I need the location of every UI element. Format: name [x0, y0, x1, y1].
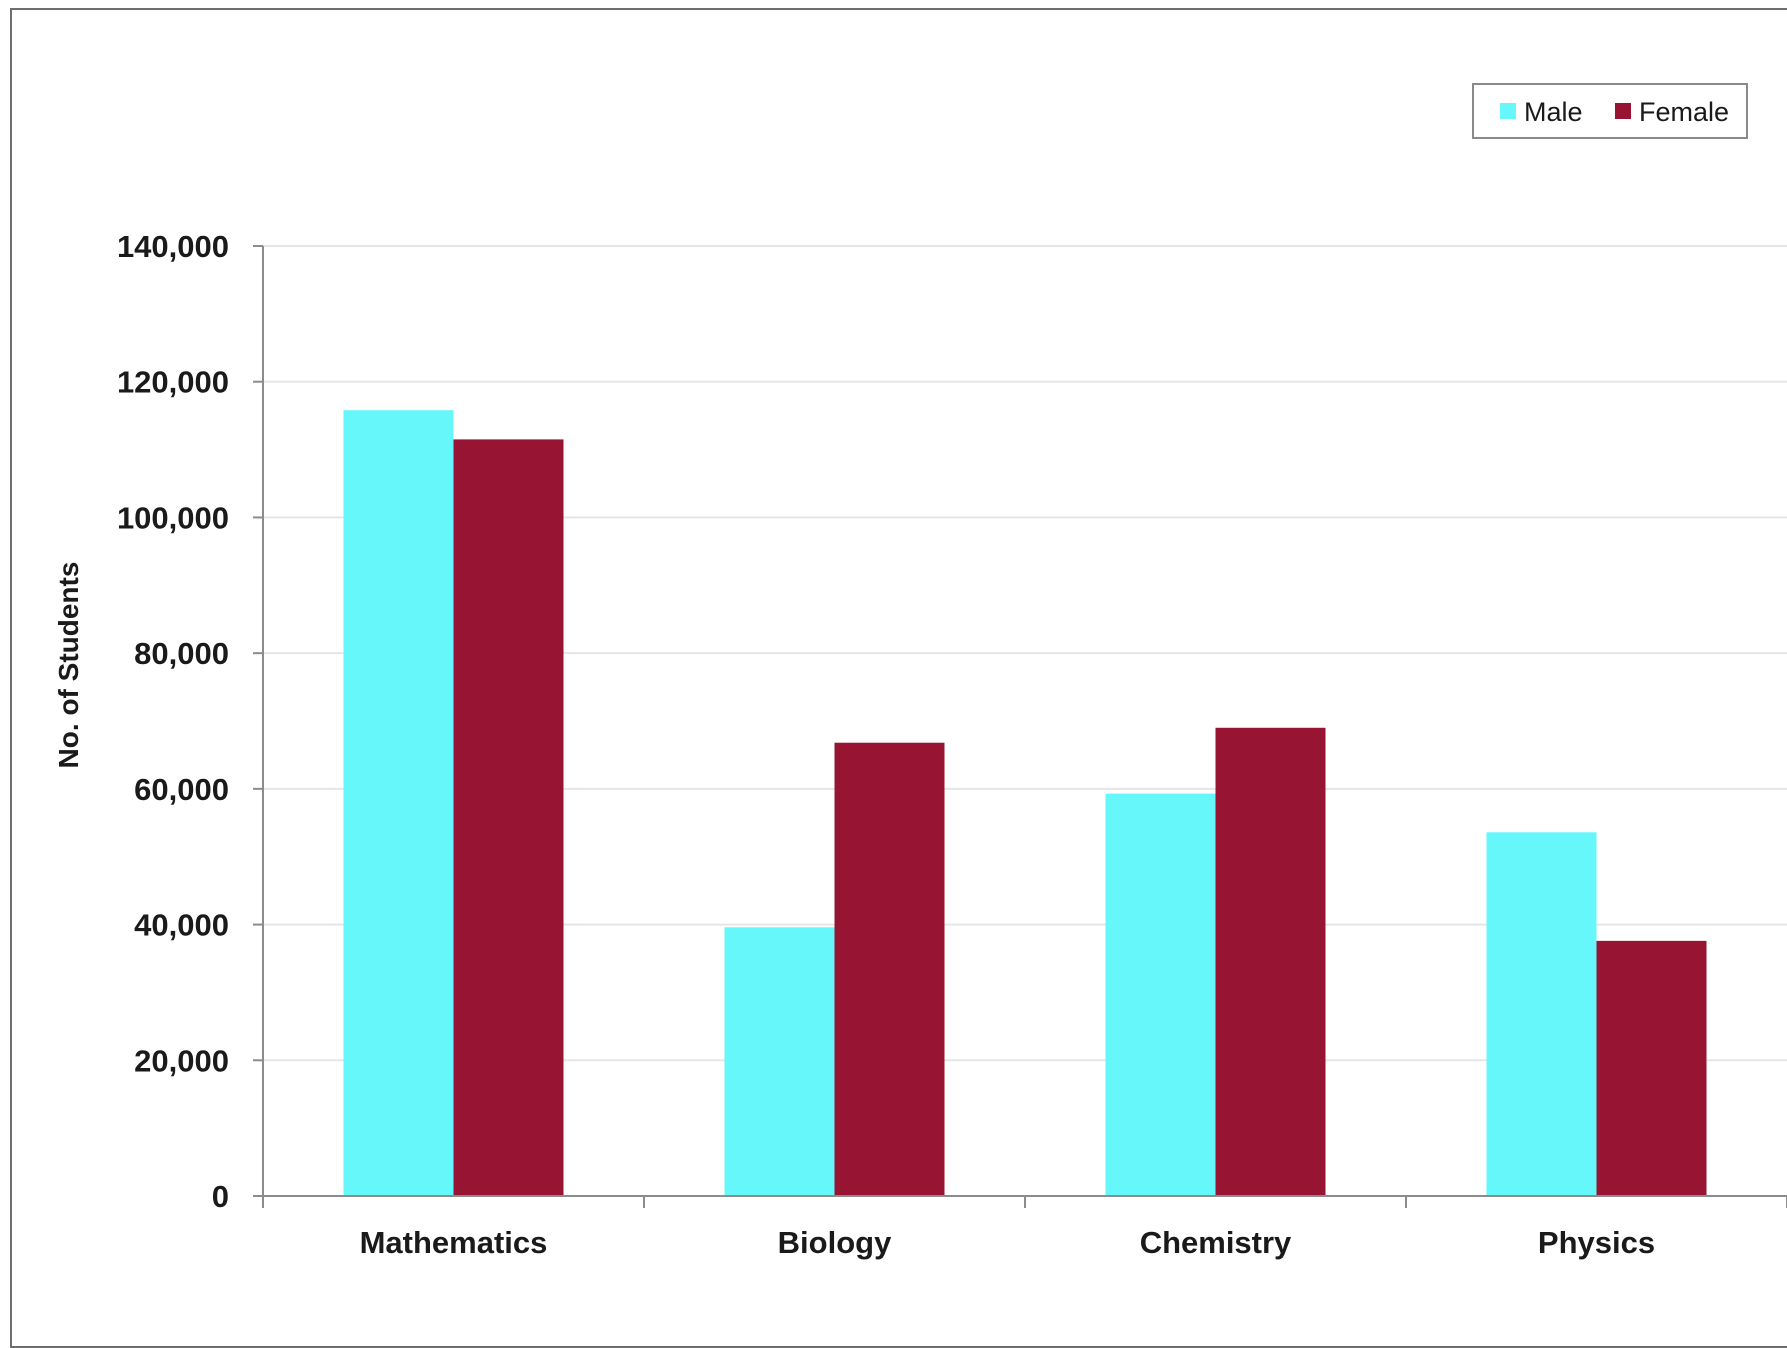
- bar-female-mathematics: [453, 439, 564, 1197]
- bar-male-mathematics: [343, 410, 454, 1196]
- legend-swatch-female: [1615, 103, 1631, 119]
- bars: [343, 410, 1707, 1197]
- legend-box: [1472, 83, 1748, 139]
- y-tick-label: 40,000: [134, 908, 229, 943]
- axes: No. of Students 0 20,000 40,000 60,000 80,00…: [53, 229, 1787, 1260]
- y-tick-label: 60,000: [134, 772, 229, 807]
- legend-swatch-male: [1500, 103, 1516, 119]
- legend-label-male: Male: [1524, 97, 1583, 127]
- bar-male-physics: [1486, 832, 1597, 1196]
- bar-male-biology: [724, 927, 835, 1196]
- legend: Male Female: [1472, 83, 1748, 139]
- bar-female-biology: [834, 742, 945, 1196]
- y-axis-title: No. of Students: [53, 562, 84, 769]
- y-tick-label: 100,000: [117, 500, 229, 535]
- y-tick-label: 20,000: [134, 1043, 229, 1078]
- legend-label-female: Female: [1639, 97, 1729, 127]
- bar-male-chemistry: [1105, 793, 1216, 1196]
- y-tick-label: 140,000: [117, 229, 229, 264]
- y-tick-label: 0: [212, 1179, 229, 1214]
- y-tick-label: 80,000: [134, 636, 229, 671]
- x-tick-label: Physics: [1538, 1225, 1655, 1260]
- bar-female-chemistry: [1215, 727, 1326, 1196]
- bar-chart: No. of Students 0 20,000 40,000 60,000 80,00…: [53, 83, 1787, 1260]
- y-tick-label: 120,000: [117, 365, 229, 400]
- bar-female-physics: [1596, 940, 1707, 1196]
- x-tick-label: Biology: [778, 1225, 892, 1260]
- x-tick-label: Chemistry: [1140, 1225, 1292, 1260]
- x-tick-label: Mathematics: [360, 1225, 548, 1260]
